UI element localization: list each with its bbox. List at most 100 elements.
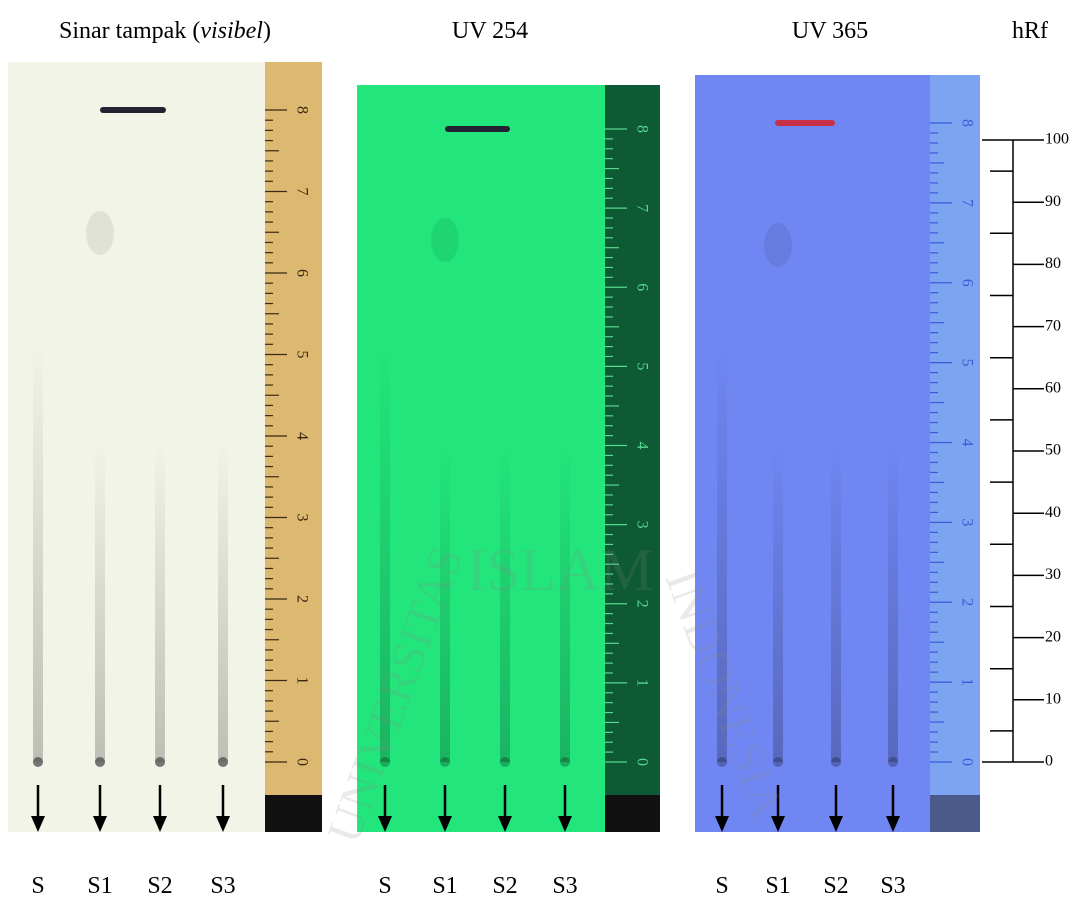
scale-tick-label: 50 xyxy=(1045,442,1061,459)
ruler-label: 8 xyxy=(958,119,975,127)
streak xyxy=(560,440,570,762)
ruler-label: 8 xyxy=(293,106,310,114)
ruler-label: 0 xyxy=(633,758,650,766)
title-part: ) xyxy=(263,18,271,44)
ruler-label: 7 xyxy=(633,204,650,212)
arrow-head xyxy=(31,816,45,832)
ruler-end xyxy=(265,795,322,832)
scale-tick-label: 60 xyxy=(1045,379,1061,396)
arrow-head xyxy=(771,816,785,832)
scale-title: hRf xyxy=(1012,18,1048,44)
ruler-label: 0 xyxy=(958,758,975,766)
streak xyxy=(773,440,783,762)
arrow-head xyxy=(438,816,452,832)
scale-tick-label: 40 xyxy=(1045,504,1061,521)
arrow-head xyxy=(153,816,167,832)
ruler-label: 6 xyxy=(633,283,650,291)
panel-title: UV 254 xyxy=(452,18,528,44)
scale-tick-label: 100 xyxy=(1045,131,1069,148)
origin-spot xyxy=(831,757,841,767)
ruler-label: 3 xyxy=(958,518,975,526)
streak xyxy=(888,440,898,762)
ruler-label: 1 xyxy=(633,679,650,687)
origin-spot xyxy=(95,757,105,767)
ruler-label: 4 xyxy=(958,439,975,447)
lane-label: S1 xyxy=(765,873,790,899)
arrow-head xyxy=(829,816,843,832)
ruler-label: 2 xyxy=(633,600,650,608)
streak xyxy=(33,340,43,762)
lane-label: S2 xyxy=(147,873,172,899)
ruler-label: 6 xyxy=(958,279,975,287)
ruler-label: 3 xyxy=(633,521,650,529)
ruler-end xyxy=(605,795,660,832)
ruler-label: 4 xyxy=(633,442,650,450)
ruler-label: 6 xyxy=(293,269,310,277)
scale-tick-label: 20 xyxy=(1045,628,1061,645)
solvent-front xyxy=(445,126,510,132)
arrow-head xyxy=(886,816,900,832)
streak xyxy=(717,340,727,762)
watermark: ISLAM xyxy=(467,537,654,603)
ruler-label: 0 xyxy=(293,758,310,766)
scale-tick-label: 10 xyxy=(1045,690,1061,707)
streak xyxy=(218,440,228,762)
origin-spot xyxy=(717,757,727,767)
panel-title: UV 365 xyxy=(792,18,868,44)
lane-label: S xyxy=(378,873,391,899)
arrow-head xyxy=(558,816,572,832)
solvent-front xyxy=(100,107,166,113)
lane-label: S3 xyxy=(210,873,235,899)
arrow-head xyxy=(498,816,512,832)
scale-tick-label: 70 xyxy=(1045,317,1061,334)
lane-label: S3 xyxy=(880,873,905,899)
lane-label: S2 xyxy=(492,873,517,899)
spot xyxy=(431,218,459,262)
solvent-front xyxy=(775,120,835,126)
title-part: Sinar tampak ( xyxy=(59,18,200,44)
ruler-label: 5 xyxy=(293,351,310,359)
origin-spot xyxy=(380,757,390,767)
origin-spot xyxy=(773,757,783,767)
title-part: UV 254 xyxy=(452,18,528,44)
lane-label: S1 xyxy=(87,873,112,899)
lane-label: S3 xyxy=(552,873,577,899)
arrow-head xyxy=(93,816,107,832)
ruler xyxy=(265,62,322,832)
ruler-label: 1 xyxy=(293,677,310,685)
ruler-label: 7 xyxy=(958,199,975,207)
ruler-label: 5 xyxy=(958,359,975,367)
ruler-label: 2 xyxy=(958,598,975,606)
origin-spot xyxy=(560,757,570,767)
scale-tick-label: 0 xyxy=(1045,753,1053,770)
origin-spot xyxy=(888,757,898,767)
origin-spot xyxy=(218,757,228,767)
ruler-label: 2 xyxy=(293,595,310,603)
lane-label: S xyxy=(715,873,728,899)
spot xyxy=(86,211,114,255)
ruler-label: 8 xyxy=(633,125,650,133)
streak xyxy=(440,440,450,762)
streak xyxy=(95,440,105,762)
title-part: UV 365 xyxy=(792,18,868,44)
ruler-end xyxy=(930,795,980,832)
scale-tick-label: 30 xyxy=(1045,566,1061,583)
streak xyxy=(155,440,165,762)
lane-label: S2 xyxy=(823,873,848,899)
ruler xyxy=(930,75,980,832)
arrow-head xyxy=(715,816,729,832)
origin-spot xyxy=(500,757,510,767)
streak xyxy=(380,340,390,762)
ruler xyxy=(605,85,660,832)
spot xyxy=(764,223,792,267)
ruler-label: 5 xyxy=(633,362,650,370)
origin-spot xyxy=(440,757,450,767)
scale-tick-label: 80 xyxy=(1045,255,1061,272)
scale-tick-label: 90 xyxy=(1045,193,1061,210)
streak xyxy=(500,440,510,762)
arrow-head xyxy=(378,816,392,832)
ruler-label: 7 xyxy=(293,188,310,196)
ruler-label: 1 xyxy=(958,678,975,686)
streak xyxy=(831,440,841,762)
